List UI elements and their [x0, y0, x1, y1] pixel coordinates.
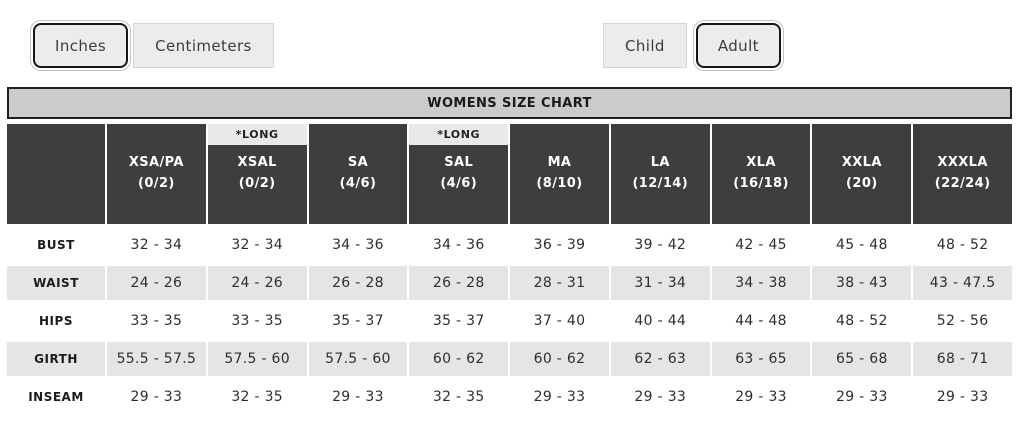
cell-inseam-xxla: 29 - 33	[812, 380, 912, 414]
cell-hips-la: 40 - 44	[610, 304, 710, 338]
column-name: SA	[347, 155, 369, 171]
cell-inseam-la: 29 - 33	[610, 380, 710, 414]
column-sizes: (20)	[846, 176, 878, 191]
cell-girth-xsa-pa: 55.5 - 57.5	[107, 342, 206, 376]
cell-hips-sa: 35 - 37	[308, 304, 408, 338]
header-corner-cell	[7, 124, 105, 224]
cell-waist-ma: 28 - 31	[510, 266, 609, 300]
cell-girth-xla: 63 - 65	[711, 342, 811, 376]
cell-hips-ma: 37 - 40	[510, 304, 609, 338]
cell-waist-xsal: 24 - 26	[207, 266, 307, 300]
row-label-hips: HIPS	[7, 304, 105, 338]
cell-bust-sa: 34 - 36	[308, 228, 408, 262]
cell-inseam-xxxla: 29 - 33	[913, 380, 1012, 414]
cell-girth-xxla: 65 - 68	[812, 342, 912, 376]
column-header-sa: SA (4/6)	[308, 124, 408, 224]
column-header-xsal: *LONG XSAL (0/2)	[207, 124, 307, 224]
cell-hips-sal: 35 - 37	[409, 304, 509, 338]
row-label-inseam: INSEAM	[7, 380, 105, 414]
cell-inseam-xla: 29 - 33	[711, 380, 811, 414]
centimeters-button[interactable]: Centimeters	[133, 23, 274, 68]
cell-inseam-xsa-pa: 29 - 33	[107, 380, 206, 414]
child-button[interactable]: Child	[603, 23, 687, 68]
column-sizes: (0/2)	[238, 176, 276, 191]
column-sizes: (16/18)	[733, 176, 789, 191]
column-header-la: LA (12/14)	[610, 124, 710, 224]
chart-title-bar: WOMENS SIZE CHART	[7, 87, 1012, 119]
row-label-girth: GIRTH	[7, 342, 105, 376]
cell-hips-xsa-pa: 33 - 35	[107, 304, 206, 338]
cell-girth-sal: 60 - 62	[409, 342, 509, 376]
column-sizes: (22/24)	[934, 176, 991, 191]
row-label-waist: WAIST	[7, 266, 105, 300]
cell-girth-xsal: 57.5 - 60	[207, 342, 307, 376]
row-label-bust: BUST	[7, 228, 105, 262]
cell-inseam-sa: 29 - 33	[308, 380, 408, 414]
cell-waist-la: 31 - 34	[610, 266, 710, 300]
controls-row: Inches Centimeters Child Adult	[0, 20, 1030, 71]
column-name: XXLA	[841, 155, 882, 171]
column-sizes: (8/10)	[536, 176, 583, 191]
cell-bust-la: 39 - 42	[610, 228, 710, 262]
column-name: XSA/PA	[128, 155, 184, 171]
cell-inseam-ma: 29 - 33	[510, 380, 609, 414]
cell-hips-xsal: 33 - 35	[207, 304, 307, 338]
cell-girth-sa: 57.5 - 60	[308, 342, 408, 376]
long-badge: *LONG	[409, 124, 509, 145]
cell-bust-xxxla: 48 - 52	[913, 228, 1012, 262]
column-name: LA	[650, 155, 670, 171]
cell-girth-ma: 60 - 62	[510, 342, 609, 376]
cell-bust-sal: 34 - 36	[409, 228, 509, 262]
cell-bust-xsa-pa: 32 - 34	[107, 228, 206, 262]
cell-inseam-sal: 32 - 35	[409, 380, 509, 414]
cell-waist-sa: 26 - 28	[308, 266, 408, 300]
column-name: XSAL	[237, 155, 277, 171]
column-name: SAL	[444, 155, 474, 171]
cell-girth-xxxla: 68 - 71	[913, 342, 1012, 376]
column-sizes: (0/2)	[138, 176, 175, 191]
column-name: XLA	[746, 155, 776, 171]
cell-waist-xla: 34 - 38	[711, 266, 811, 300]
inches-button[interactable]: Inches	[29, 20, 132, 71]
cell-waist-sal: 26 - 28	[409, 266, 509, 300]
column-sizes: (4/6)	[440, 176, 478, 191]
size-grid: XSA/PA (0/2) *LONG XSAL (0/2) SA (4/6) *LONG SAL…	[7, 124, 1012, 414]
column-sizes: (12/14)	[632, 176, 689, 191]
cell-hips-xla: 44 - 48	[711, 304, 811, 338]
column-header-xsa-pa: XSA/PA (0/2)	[107, 124, 206, 224]
unit-toggle-group: Inches Centimeters	[29, 20, 274, 71]
cell-bust-xsal: 32 - 34	[207, 228, 307, 262]
cell-waist-xxxla: 43 - 47.5	[913, 266, 1012, 300]
cell-waist-xsa-pa: 24 - 26	[107, 266, 206, 300]
cell-girth-la: 62 - 63	[610, 342, 710, 376]
cell-bust-ma: 36 - 39	[510, 228, 609, 262]
column-header-xxxla: XXXLA (22/24)	[913, 124, 1012, 224]
column-name: MA	[547, 155, 572, 171]
cell-hips-xxxla: 52 - 56	[913, 304, 1012, 338]
cell-waist-xxla: 38 - 43	[812, 266, 912, 300]
adult-button[interactable]: Adult	[692, 20, 784, 71]
cell-inseam-xsal: 32 - 35	[207, 380, 307, 414]
cell-hips-xxla: 48 - 52	[812, 304, 912, 338]
cell-bust-xla: 42 - 45	[711, 228, 811, 262]
column-name: XXXLA	[937, 155, 988, 171]
column-header-ma: MA (8/10)	[510, 124, 609, 224]
age-toggle-group: Child Adult	[603, 20, 784, 71]
womens-size-chart: WOMENS SIZE CHART XSA/PA (0/2) *LONG XSAL (0…	[7, 87, 1012, 414]
cell-bust-xxla: 45 - 48	[812, 228, 912, 262]
chart-title: WOMENS SIZE CHART	[427, 95, 592, 111]
column-header-xla: XLA (16/18)	[711, 124, 811, 224]
column-header-xxla: XXLA (20)	[812, 124, 912, 224]
long-badge: *LONG	[207, 124, 307, 145]
column-header-sal: *LONG SAL (4/6)	[409, 124, 509, 224]
column-sizes: (4/6)	[339, 176, 377, 191]
